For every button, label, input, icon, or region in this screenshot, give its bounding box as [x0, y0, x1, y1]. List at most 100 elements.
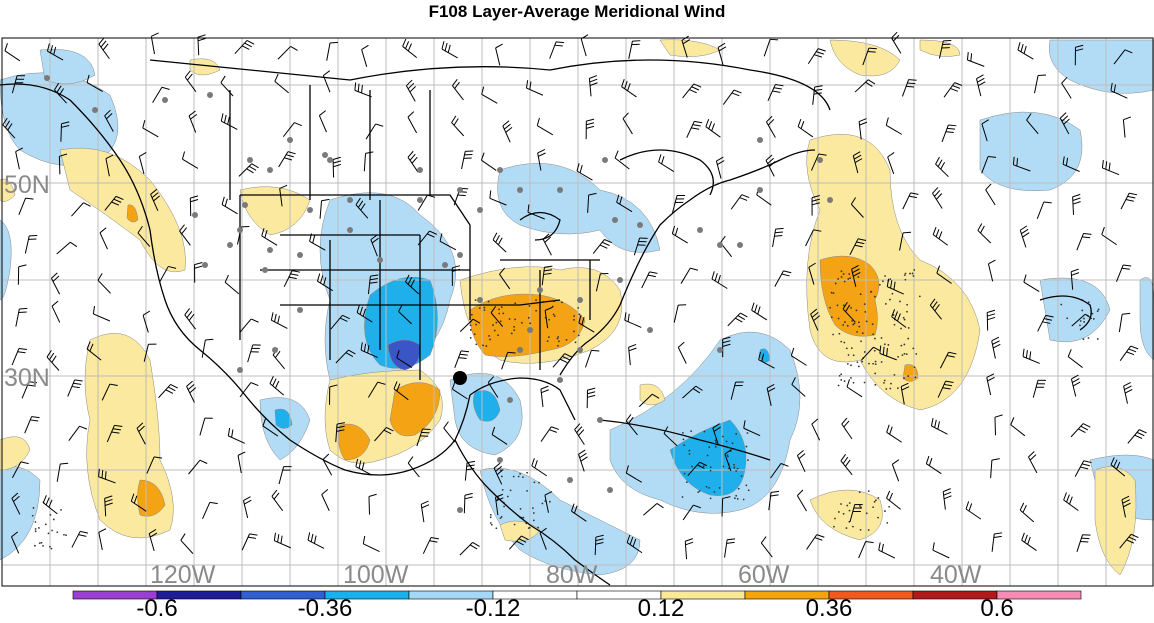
stipple-dot: [511, 333, 513, 335]
stipple-dot: [913, 275, 915, 277]
stipple-dot: [1083, 338, 1085, 340]
stipple-dot: [737, 468, 739, 470]
stipple-dot: [38, 527, 40, 529]
stipple-dot: [573, 319, 575, 321]
stipple-dot: [734, 497, 736, 499]
station-dot: [272, 347, 278, 353]
station-dot: [162, 97, 168, 103]
stipple-dot: [899, 301, 901, 303]
stipple-dot: [856, 310, 858, 312]
stipple-dot: [548, 336, 550, 338]
stipple-dot: [903, 344, 905, 346]
station-dot: [567, 477, 573, 483]
stipple-dot: [844, 380, 846, 382]
stipple-dot: [49, 546, 51, 548]
station-dot: [377, 257, 383, 263]
stipple-dot: [1066, 317, 1068, 319]
stipple-dot: [541, 503, 543, 505]
stipple-dot: [848, 354, 850, 356]
stipple-dot: [903, 317, 905, 319]
stipple-dot: [689, 453, 691, 455]
colorbar-tick--0.12: -0.12: [466, 595, 521, 623]
stipple-dot: [470, 329, 472, 331]
lon-label-100w: 100W: [343, 561, 409, 589]
stipple-dot: [723, 466, 725, 468]
stipple-dot: [868, 490, 870, 492]
stipple-dot: [861, 361, 863, 363]
station-dot: [497, 457, 503, 463]
stipple-dot: [48, 532, 50, 534]
station-dot: [527, 327, 533, 333]
stipple-dot: [41, 542, 43, 544]
stipple-dot: [35, 528, 37, 530]
stipple-dot: [526, 490, 528, 492]
stipple-dot: [833, 292, 835, 294]
stipple-dot: [887, 344, 889, 346]
stipple-dot: [547, 340, 549, 342]
stipple-dot: [475, 299, 477, 301]
stipple-dot: [872, 506, 874, 508]
stipple-dot: [857, 276, 859, 278]
stipple-dot: [500, 320, 502, 322]
stipple-dot: [735, 433, 737, 435]
stipple-dot: [906, 311, 908, 313]
stipple-dot: [697, 491, 699, 493]
stipple-dot: [509, 318, 511, 320]
station-dot: [602, 157, 608, 163]
station-dot: [577, 347, 583, 353]
stipple-dot: [839, 375, 841, 377]
stipple-dot: [864, 311, 866, 313]
stipple-dot: [860, 293, 862, 295]
stipple-dot: [838, 511, 840, 513]
stipple-dot: [746, 446, 748, 448]
stipple-dot: [65, 534, 67, 536]
stipple-dot: [33, 507, 35, 509]
stipple-dot: [501, 516, 503, 518]
stipple-dot: [732, 442, 734, 444]
station-dot: [347, 227, 353, 233]
stipple-dot: [747, 459, 749, 461]
station-dot: [517, 347, 523, 353]
stipple-dot: [843, 513, 845, 515]
station-dot: [207, 92, 213, 98]
stipple-dot: [708, 446, 710, 448]
stipple-dot: [889, 278, 891, 280]
stipple-dot: [835, 283, 837, 285]
station-dot: [242, 202, 248, 208]
station-dot: [202, 262, 208, 268]
stipple-dot: [886, 522, 888, 524]
station-dot: [262, 267, 268, 273]
stipple-dot: [483, 307, 485, 309]
stipple-dot: [51, 548, 53, 550]
stipple-dot: [63, 534, 65, 536]
stipple-dot: [919, 295, 921, 297]
stipple-dot: [554, 315, 556, 317]
stipple-dot: [884, 343, 886, 345]
station-dot: [307, 207, 313, 213]
stipple-dot: [708, 487, 710, 489]
stipple-dot: [548, 319, 550, 321]
stipple-dot: [849, 510, 851, 512]
stipple-dot: [682, 432, 684, 434]
stipple-dot: [557, 345, 559, 347]
stipple-dot: [738, 488, 740, 490]
stipple-dot: [908, 327, 910, 329]
stipple-dot: [45, 524, 47, 526]
stipple-dot: [857, 361, 859, 363]
stipple-dot: [875, 499, 877, 501]
stipple-dot: [489, 339, 491, 341]
stipple-dot: [838, 385, 840, 387]
stipple-dot: [514, 302, 516, 304]
lon-label-60w: 60W: [738, 561, 790, 589]
stipple-dot: [860, 340, 862, 342]
stipple-dot: [889, 388, 891, 390]
stipple-dot: [851, 320, 853, 322]
stipple-dot: [502, 312, 504, 314]
lon-label-80w: 80W: [546, 561, 598, 589]
stipple-dot: [49, 514, 51, 516]
stipple-dot: [881, 361, 883, 363]
stipple-dot: [879, 284, 881, 286]
colorbar: [73, 591, 1081, 599]
stipple-dot: [909, 273, 911, 275]
station-dot: [44, 75, 50, 81]
